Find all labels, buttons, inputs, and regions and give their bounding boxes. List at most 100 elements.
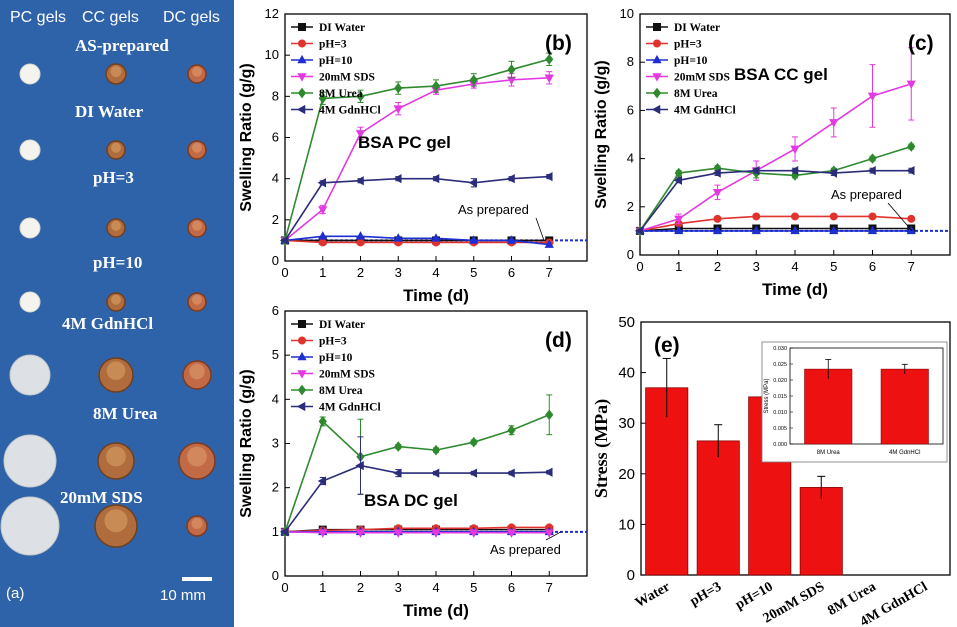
chart-b-as-prepared-leader	[535, 217, 545, 241]
chart-c-point-ph-3-5	[829, 212, 838, 221]
chart-b-point-4m-gdnhcl-7	[544, 171, 553, 182]
chart-c-x-tick-label-5: 5	[830, 259, 837, 274]
chart-b-y-axis-label: Swelling Ratio (g/g)	[238, 63, 255, 211]
chart-d-x-tick-label-3: 3	[395, 580, 402, 595]
chart-b-legend-label-8m-urea: 8M Urea	[319, 88, 363, 100]
chart-b-point-20mm-sds-2	[355, 130, 366, 139]
chart-c-point-ph-3-3	[752, 212, 761, 221]
chart-b-point-8m-urea-2	[356, 90, 365, 102]
chart-d-y-tick-label-0: 0	[272, 568, 279, 583]
chart-c-legend-marker-ph-10	[652, 54, 662, 64]
chart-c-series-ph-10	[635, 225, 916, 235]
chart-d-legend-marker-4m-gdnhcl	[296, 401, 306, 412]
chart-e-inset-y-tick-label-0-005: 0.005	[773, 426, 787, 432]
chart-e-y-tick-label-30: 30	[618, 415, 635, 432]
chart-b-as-prepared-label: As prepared	[458, 202, 529, 217]
chart-b-x-tick-label-3: 3	[395, 265, 402, 280]
chart-e-y-tick-label-10: 10	[618, 516, 635, 533]
chart-b-legend-marker-ph-3	[298, 39, 307, 48]
row-label-20mm-sds: 20mM SDS	[60, 488, 143, 507]
pc-gel-sample-ph-10	[19, 291, 41, 313]
chart-c-legend-marker-4m-gdnhcl	[651, 104, 661, 115]
chart-b-legend-label-4m-gdnhcl: 4M GdnHCl	[319, 105, 381, 117]
dc-gel-highlight-as-prepared	[192, 66, 202, 77]
chart-b-legend-marker-di-water	[298, 22, 307, 31]
chart-c-point-4m-gdnhcl-7	[906, 166, 915, 176]
chart-d-legend-marker-ph-10	[297, 351, 307, 361]
chart-d-y-tick-label-6: 6	[272, 303, 279, 318]
chart-b-point-4m-gdnhcl-2	[355, 176, 364, 186]
chart-c-line-di-water	[639, 227, 912, 232]
chart-c-x-tick-label-3: 3	[753, 259, 760, 274]
chart-e-y-axis-label: Stress (MPa)	[591, 399, 612, 498]
pc-gel-sample-as-prepared	[19, 63, 41, 85]
chart-d-legend-label-4m-gdnhcl: 4M GdnHCl	[319, 402, 381, 414]
chart-d-y-tick-label-4: 4	[272, 391, 279, 406]
chart-d-point-4m-gdnhcl-2	[355, 460, 364, 471]
chart-b-legend-label-20mm-sds: 20mM SDS	[319, 72, 375, 84]
chart-c-line-ph-3	[639, 215, 912, 232]
chart-b-y-tick-label-12: 12	[265, 6, 279, 21]
chart-d-legend-label-ph-10: pH=10	[319, 352, 353, 364]
chart-d-series-20mm-sds	[280, 528, 554, 538]
chart-c-y-tick-label-8: 8	[627, 54, 634, 69]
chart-e-axes-frame	[640, 321, 951, 576]
chart-b-point-ph-10-4	[431, 233, 441, 242]
panel-label-a: (a)	[6, 585, 24, 602]
column-label-cc-gels: CC gels	[82, 9, 139, 26]
chart-b-legend-marker-20mm-sds	[297, 73, 307, 82]
chart-b-y-tick-label-2: 2	[272, 212, 279, 227]
chart-c-y-tick-label-2: 2	[627, 199, 634, 214]
chart-d-point-8m-urea-6	[507, 424, 516, 436]
chart-c-x-tick-label-2: 2	[714, 259, 721, 274]
chart-b-point-ph-10-3	[393, 233, 403, 242]
chart-d-point-20mm-sds-2	[355, 529, 366, 538]
chart-e-inset-bar-4m-gdnhcl	[880, 368, 929, 445]
chart-c-point-ph-10-4	[790, 225, 800, 235]
chart-d-legend-label-di-water: DI Water	[319, 319, 365, 331]
chart-d-point-8m-urea-5	[469, 436, 478, 448]
chart-c-point-4m-gdnhcl-4	[789, 166, 799, 176]
chart-b-x-tick-label-6: 6	[508, 265, 515, 280]
chart-b-line-8m-urea	[284, 58, 550, 241]
chart-d-legend-marker-8m-urea	[297, 384, 307, 396]
chart-b-x-tick-label-5: 5	[470, 265, 477, 280]
chart-d-as-prepared-leader	[545, 531, 562, 541]
chart-e-bar-water	[645, 387, 689, 576]
chart-c-y-axis-label: Swelling Ratio (g/g)	[593, 60, 610, 208]
row-label-di-water: DI Water	[75, 102, 144, 121]
chart-d-point-8m-urea-7	[545, 409, 554, 421]
chart-b-legend-label-di-water: DI Water	[319, 22, 365, 34]
cc-gel-highlight-20mm-sds	[104, 509, 128, 533]
chart-d-point-20mm-sds-3	[393, 529, 403, 538]
chart-b-point-ph-3-1	[318, 238, 327, 247]
dc-gel-highlight-4m-gdnhcl	[189, 363, 205, 380]
chart-c-series-20mm-sds	[635, 47, 916, 237]
chart-b-x-tick-label-2: 2	[357, 265, 364, 280]
chart-d-legend-label-8m-urea: 8M Urea	[319, 385, 363, 397]
chart-e-bar-ph-3	[696, 440, 740, 576]
chart-d-point-4m-gdnhcl-6	[506, 468, 515, 478]
chart-c-y-tick-label-4: 4	[627, 151, 634, 166]
row-label-ph-3: pH=3	[93, 168, 134, 187]
chart-b-line-4m-gdnhcl	[284, 175, 550, 241]
chart-c-point-20mm-sds-1	[674, 215, 684, 225]
pc-gel-sample-8m-urea	[3, 434, 57, 488]
row-label-8m-urea: 8M Urea	[93, 404, 158, 423]
chart-d-legend-marker-20mm-sds	[297, 370, 307, 379]
chart-b-point-8m-urea-7	[545, 53, 554, 65]
pc-gel-sample-4m-gdnhcl	[9, 354, 51, 396]
dc-gel-highlight-8m-urea	[187, 446, 207, 467]
chart-b-point-ph-10-7	[544, 239, 554, 248]
chart-d-x-tick-label-1: 1	[319, 580, 326, 595]
chart-b-point-8m-urea-4	[431, 80, 441, 92]
row-label-ph-10: pH=10	[93, 253, 142, 272]
chart-d-as-prepared-label: As prepared	[490, 542, 561, 557]
chart-c-as-prepared-leader	[887, 202, 913, 232]
chart-d-legend-label-20mm-sds: 20mM SDS	[319, 369, 375, 381]
chart-b-point-ph-10-2	[355, 231, 366, 240]
chart-b-x-tick-label-4: 4	[432, 265, 439, 280]
chart-e-x-tick-label-water: Water	[633, 579, 673, 611]
chart-d-point-4m-gdnhcl-5	[468, 468, 478, 478]
chart-c-legend-label-20mm-sds: 20mM SDS	[674, 72, 730, 84]
